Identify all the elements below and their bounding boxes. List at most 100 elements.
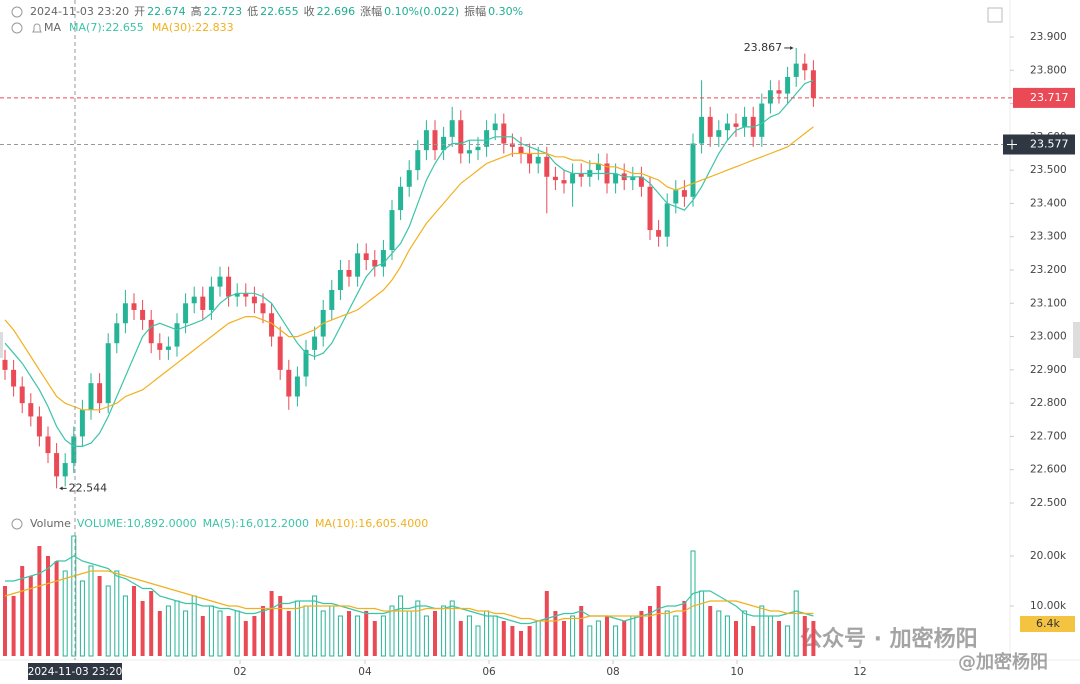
legend-text: 振幅 xyxy=(464,4,486,18)
crosshair-time-label: 2024-11-03 23:20 xyxy=(28,666,123,678)
volume-bar xyxy=(793,590,799,657)
candle-body xyxy=(286,369,292,397)
legend-text: 22.696 xyxy=(317,5,356,18)
candle-body xyxy=(372,260,378,267)
volume-bar xyxy=(759,605,765,657)
candle-body xyxy=(810,70,816,98)
candle-body xyxy=(312,336,318,350)
volume-bar xyxy=(553,611,558,656)
candle-body xyxy=(251,296,257,304)
candle-body xyxy=(570,173,576,184)
collapse-icon[interactable] xyxy=(11,22,23,34)
candle-body xyxy=(707,116,713,137)
volume-bar xyxy=(122,595,128,657)
candle-body xyxy=(97,383,103,404)
legend-text: 低 xyxy=(247,5,258,18)
legend-text: 开 xyxy=(134,5,145,18)
collapse-icon[interactable] xyxy=(11,6,23,18)
candle-body xyxy=(681,190,687,197)
candle-body xyxy=(217,276,223,287)
legend-text: MA(5):16,012.2000 xyxy=(203,517,309,530)
candle-body xyxy=(260,303,266,314)
candle-body xyxy=(699,116,705,144)
crosshair-price-label: 23.577 xyxy=(1030,137,1069,150)
candle-body xyxy=(638,176,644,187)
crosshair-price-box xyxy=(1003,134,1075,155)
candle-body xyxy=(656,230,662,237)
volume-marker-label: 6.4k xyxy=(1036,617,1060,630)
volume-bar xyxy=(217,610,223,657)
y-tick-label: 23.200 xyxy=(1030,264,1067,276)
y-tick-label: 10.00k xyxy=(1030,600,1067,612)
candle-body xyxy=(449,120,455,137)
legend-text: MA(10):16,605.4000 xyxy=(315,517,428,530)
candle-body xyxy=(234,293,240,297)
volume-bar xyxy=(88,565,94,657)
candle-body xyxy=(802,63,808,71)
legend-text: MA xyxy=(44,21,61,34)
volume-bar xyxy=(252,616,257,656)
candle-body xyxy=(114,323,120,344)
volume-bar xyxy=(346,611,351,656)
candle-body xyxy=(140,309,146,320)
watermark: 公众号 · 加密杨阳 xyxy=(800,626,978,652)
legend-text: 0.10%(0.022) xyxy=(384,5,459,18)
fullscreen-icon[interactable] xyxy=(987,7,1003,23)
candle-body xyxy=(11,369,17,387)
volume-bar xyxy=(260,606,265,656)
low-annotation: 22.544 xyxy=(69,481,108,494)
volume-bar xyxy=(734,621,739,656)
volume-bar xyxy=(562,621,567,656)
y-tick-label: 23.500 xyxy=(1030,164,1067,176)
candle-body xyxy=(578,173,584,177)
last-price-label: 23.717 xyxy=(1030,91,1069,104)
candle-body xyxy=(200,296,206,310)
volume-bar xyxy=(519,631,524,656)
volume-bar xyxy=(570,615,576,657)
y-tick-label: 23.900 xyxy=(1030,31,1067,43)
volume-bar xyxy=(664,610,670,657)
x-tick-label: 08 xyxy=(606,666,619,678)
candle-body xyxy=(45,436,51,454)
candle-body xyxy=(2,359,8,370)
legend-text: MA(30):22.833 xyxy=(152,21,234,34)
side-handle[interactable] xyxy=(0,332,3,358)
candle-body xyxy=(355,253,361,277)
volume-bar xyxy=(372,621,377,656)
candle-body xyxy=(673,190,679,204)
x-tick-label: 06 xyxy=(482,666,496,678)
volume-bar xyxy=(20,566,25,656)
candle-body xyxy=(36,416,42,437)
volume-bar xyxy=(656,586,661,656)
candle-body xyxy=(475,146,481,151)
candle-body xyxy=(346,269,352,277)
candle-body xyxy=(742,116,748,127)
annotation-arrowhead xyxy=(59,486,63,491)
legend-row: MA MA(7):22.655 MA(30):22.833 xyxy=(44,21,234,34)
volume-bar xyxy=(200,616,205,656)
volume-bar xyxy=(140,601,145,656)
side-handle[interactable] xyxy=(1073,322,1080,358)
candle-body xyxy=(561,180,567,184)
volume-marker-box xyxy=(1020,616,1075,632)
y-tick-label: 23.300 xyxy=(1030,231,1067,243)
volume-bar xyxy=(682,601,687,656)
candle-body xyxy=(62,463,68,477)
volume-bar xyxy=(337,615,343,657)
x-tick-label: 02 xyxy=(233,666,246,678)
legend-text: Volume xyxy=(30,517,71,530)
candle-body xyxy=(690,143,696,197)
candle-body xyxy=(294,376,300,397)
volume-bar xyxy=(320,610,326,657)
volume-bar xyxy=(544,591,549,656)
candle-body xyxy=(733,123,739,127)
volume-bar xyxy=(648,606,653,656)
y-tick-label: 22.900 xyxy=(1030,364,1067,376)
candle-body xyxy=(329,289,335,310)
candle-body xyxy=(337,269,343,290)
volume-bar xyxy=(286,611,291,656)
volume-bar xyxy=(811,621,816,656)
candle-body xyxy=(303,349,309,377)
volume-bar xyxy=(802,616,807,656)
collapse-icon[interactable] xyxy=(11,518,23,530)
